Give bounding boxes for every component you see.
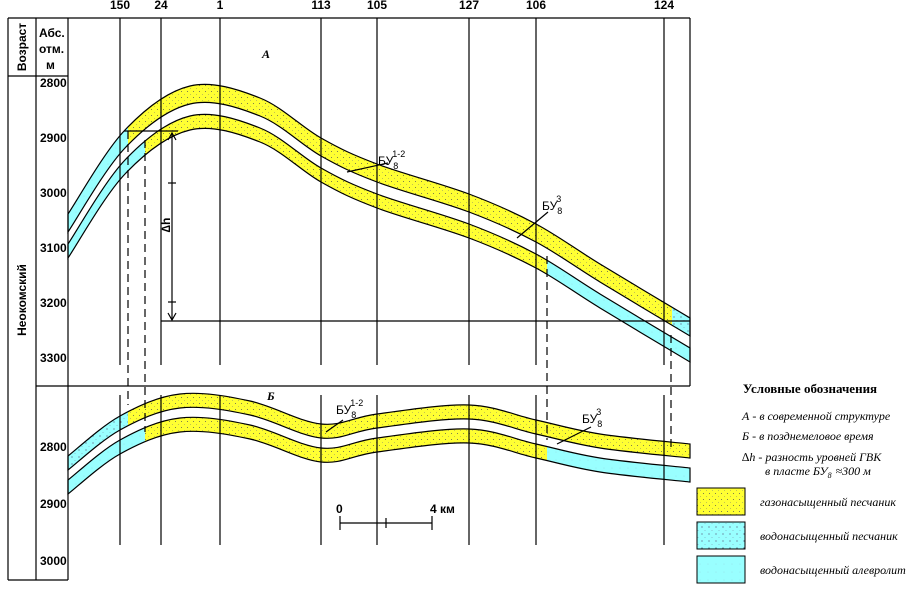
frame <box>7 17 691 581</box>
legend-item: газонасыщенный песчаник <box>760 495 896 509</box>
sand-water <box>68 417 145 494</box>
stage: Неокомский <box>15 264 29 336</box>
layer-label: БУ81-2 <box>378 149 405 171</box>
layer-label: БУ83 <box>542 194 562 216</box>
age-header: Возраст <box>15 23 29 71</box>
wells: 150 24 1 113 105 127 106 124 2800 2900 3000 3100 320… <box>40 0 674 568</box>
sand-water <box>672 84 690 336</box>
well-label: 24 <box>154 0 168 12</box>
legend-swatch <box>696 487 746 516</box>
scale-label: 0 <box>336 502 343 516</box>
well-label: 106 <box>526 0 546 12</box>
scale-bar <box>339 516 433 530</box>
legend-note: Б - в позднемеловое время <box>741 429 874 443</box>
sand-water <box>68 393 128 470</box>
legend-item: водонасыщенный алевролит <box>760 563 906 577</box>
depth-label: 2900 <box>40 497 67 511</box>
legend-note: А - в современной структуре <box>741 409 891 423</box>
delta-label: ∆h <box>159 218 173 233</box>
depth-header: отм. <box>39 42 64 56</box>
layer-edge <box>67 416 691 496</box>
well-label: 124 <box>654 0 674 12</box>
depth-header: м <box>46 58 55 72</box>
depth-label: 2800 <box>40 440 67 454</box>
sand-water <box>68 114 145 362</box>
section-label: А <box>261 47 270 61</box>
well-label: 105 <box>367 0 387 12</box>
depth-header: Абс. <box>39 26 65 40</box>
legend-item: водонасыщенный песчаник <box>760 529 898 543</box>
depth-label: 3100 <box>40 241 67 255</box>
leader <box>325 162 592 445</box>
depth-label: 3200 <box>40 296 67 310</box>
layer-edge <box>67 392 691 472</box>
depth-label: 2800 <box>40 76 67 90</box>
layer-label: БУ83 <box>582 407 602 429</box>
gvk <box>124 130 690 447</box>
sand-gas <box>68 393 690 470</box>
depth-label: 3000 <box>40 554 67 568</box>
depth-label: 2900 <box>40 131 67 145</box>
sand-water <box>68 84 128 336</box>
scale-label: 4 км <box>430 502 455 516</box>
depth-label: 3300 <box>40 351 67 365</box>
well-label: 1 <box>217 0 224 12</box>
legend-note: ∆h - разность уровней ГВК <box>742 450 882 464</box>
well-label: 127 <box>459 0 479 12</box>
well-label: 113 <box>311 0 331 12</box>
layer-label: БУ81-2 <box>336 398 363 420</box>
depth-label: 3000 <box>40 186 67 200</box>
well-label: 150 <box>110 0 130 12</box>
legend-title: Условные обозначения <box>743 381 877 396</box>
section-label: Б <box>266 389 275 403</box>
legend-swatch <box>696 555 746 584</box>
legend-swatch <box>696 521 746 550</box>
layers <box>67 83 691 496</box>
legend-note: в пласте БУ8 ≈300 м <box>765 464 871 480</box>
